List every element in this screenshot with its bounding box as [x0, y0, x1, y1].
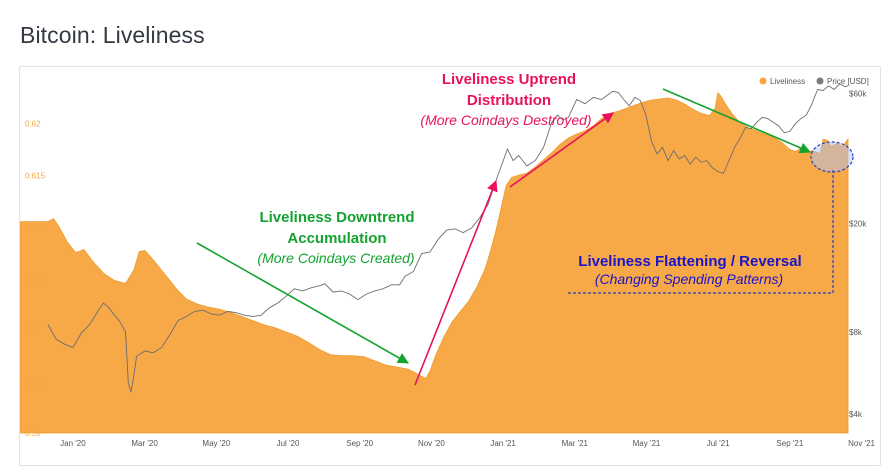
flattening-highlight: [810, 141, 854, 173]
x-tick-label: Sep '21: [776, 439, 803, 448]
flattening-title: Liveliness Flattening / Reversal: [578, 253, 801, 270]
y-left-tick-label: 0.615: [25, 171, 46, 180]
x-tick-label: Sep '20: [346, 439, 373, 448]
y-left-tick-label: 0.59: [25, 429, 41, 438]
x-tick-label: Mar '21: [562, 439, 589, 448]
y-right-tick-label: $20k: [849, 219, 867, 228]
flattening-subtitle: (Changing Spending Patterns): [595, 271, 783, 287]
uptrend-title-line1: Liveliness Uptrend: [442, 71, 576, 88]
uptrend-arrow-1: [414, 179, 498, 386]
downtrend-subtitle: (More Coindays Created): [257, 250, 414, 266]
price-line-layer: [47, 83, 849, 393]
x-tick-label: May '21: [633, 439, 661, 448]
downtrend-arrow: [196, 242, 409, 364]
x-tick-label: Mar '20: [131, 439, 158, 448]
page-title: Bitcoin: Liveliness: [20, 22, 205, 48]
y-left-tick-label: 0.605: [25, 274, 46, 283]
downtrend-title-line1: Liveliness Downtrend: [259, 209, 414, 226]
x-tick-label: Jul '20: [277, 439, 300, 448]
x-tick-label: Jul '21: [707, 439, 730, 448]
chart-container: glassnode Liveliness Uptrend Distributio…: [19, 66, 881, 466]
downtrend-title-line2: Accumulation: [287, 230, 386, 247]
flattening-bracket: [568, 170, 834, 294]
y-right-tick-label: $60k: [849, 89, 867, 98]
y-left-tick-label: 0.62: [25, 120, 41, 129]
liveliness-chart: glassnode Liveliness Uptrend Distributio…: [20, 71, 876, 448]
legend: Liveliness Price [USD]: [759, 77, 869, 86]
x-tick-label: Jan '20: [60, 439, 86, 448]
y-left-tick-label: 0.6: [25, 326, 37, 335]
x-tick-label: Nov '21: [848, 439, 875, 448]
x-tick-label: Nov '20: [418, 439, 445, 448]
legend-marker-liveliness: [759, 77, 767, 85]
axis-layer: 0.62 0.615 0.61 0.605 0.6 0.595 0.59 $60k $20k $8…: [25, 89, 876, 448]
y-left-tick-label: 0.595: [25, 377, 46, 386]
uptrend-title-line2: Distribution: [467, 92, 551, 109]
y-left-tick-label: 0.61: [25, 223, 41, 232]
flattening-arrow: [662, 88, 812, 154]
x-tick-label: May '20: [202, 439, 230, 448]
legend-label-liveliness: Liveliness: [770, 77, 805, 86]
x-tick-label: Jan '21: [490, 439, 516, 448]
uptrend-arrow-2: [509, 112, 614, 188]
y-right-tick-label: $4k: [849, 410, 863, 419]
liveliness-area-layer: [20, 91, 849, 434]
price-line: [47, 83, 849, 393]
liveliness-area: [20, 91, 849, 434]
legend-marker-price: [816, 77, 824, 85]
y-right-tick-label: $8k: [849, 328, 863, 337]
legend-label-price: Price [USD]: [827, 77, 869, 86]
uptrend-subtitle: (More Coindays Destroyed): [420, 112, 591, 128]
